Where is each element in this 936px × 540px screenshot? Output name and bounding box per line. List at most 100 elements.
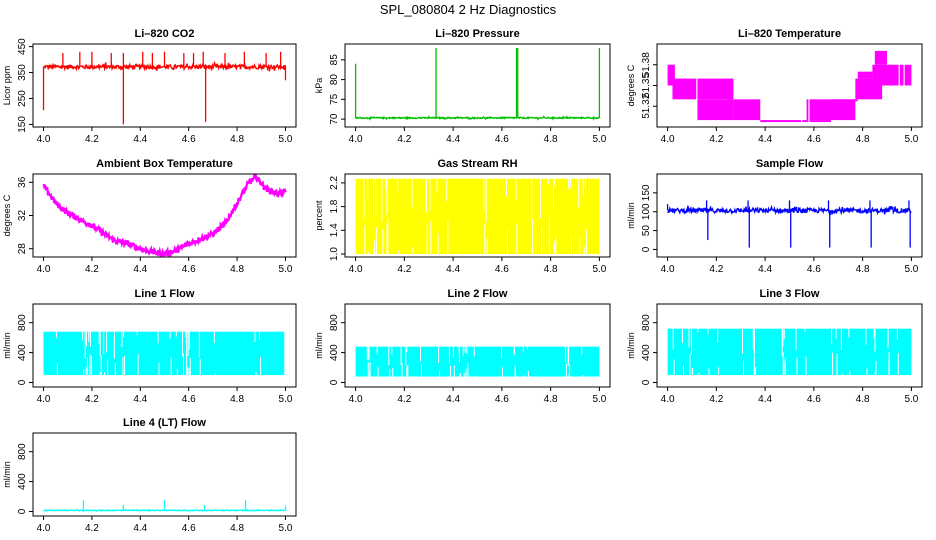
y-tick-label: 0 bbox=[641, 379, 652, 385]
y-tick-label: 400 bbox=[17, 473, 28, 490]
x-tick-label: 4.4 bbox=[758, 134, 772, 145]
x-tick-label: 4.6 bbox=[807, 394, 821, 405]
chart-panel: Line 1 Flow ml/min 4.0 4.2 4.4 4.6 4.8 5.0 0 400 8… bbox=[2, 288, 297, 405]
y-axis-label: ml/min bbox=[2, 332, 12, 359]
y-tick-label: 400 bbox=[329, 344, 340, 361]
x-tick-label: 5.0 bbox=[592, 394, 606, 405]
series-band bbox=[733, 99, 761, 121]
y-tick-label: 85 bbox=[329, 54, 340, 66]
x-tick-label: 4.4 bbox=[133, 394, 147, 405]
chart-panel: Ambient Box Temperature degrees C 4.0 4.2 4.… bbox=[2, 158, 297, 275]
x-tick-label: 5.0 bbox=[279, 264, 293, 275]
page-title: SPL_080804 2 Hz Diagnostics bbox=[379, 2, 557, 17]
x-tick-label: 4.6 bbox=[807, 264, 821, 275]
y-tick-label: 0 bbox=[329, 379, 340, 385]
plot-frame bbox=[656, 303, 923, 388]
x-tick-label: 5.0 bbox=[904, 134, 918, 145]
chart-panel: Sample Flow ml/min 4.0 4.2 4.4 4.6 4.8 5.0 0 50 10… bbox=[626, 158, 923, 275]
chart-title: Line 1 Flow bbox=[135, 288, 195, 300]
chart-panel: Li–820 Pressure kPa 4.0 4.2 4.4 4.6 4.8 5.0 70 75… bbox=[314, 28, 611, 145]
y-axis-label: ml/min bbox=[314, 332, 324, 359]
chart-panel: Li–820 CO2 Licor ppm 4.0 4.2 4.4 4.6 4.8 5.0 150… bbox=[2, 28, 297, 145]
x-tick-label: 4.6 bbox=[182, 264, 196, 275]
y-tick-label: 51.35 bbox=[641, 73, 652, 98]
y-tick-label: 80 bbox=[329, 74, 340, 86]
x-tick-label: 4.6 bbox=[182, 523, 196, 534]
y-tick-label: 800 bbox=[17, 443, 28, 460]
y-tick-label: 450 bbox=[17, 38, 28, 55]
plot-frame bbox=[32, 432, 297, 517]
x-tick-label: 4.6 bbox=[495, 394, 509, 405]
x-tick-label: 4.6 bbox=[495, 134, 509, 145]
chart-title: Li–820 CO2 bbox=[135, 28, 195, 40]
series-fill bbox=[43, 331, 285, 376]
series-band bbox=[857, 71, 873, 79]
x-tick-label: 4.4 bbox=[446, 264, 460, 275]
x-tick-label: 5.0 bbox=[279, 134, 293, 145]
y-tick-label: 800 bbox=[641, 314, 652, 331]
data-layer bbox=[42, 51, 287, 125]
chart-title: Line 3 Flow bbox=[760, 288, 820, 300]
y-tick-label: 0 bbox=[17, 508, 28, 514]
x-tick-label: 5.0 bbox=[279, 394, 293, 405]
x-tick-label: 4.0 bbox=[661, 264, 675, 275]
y-tick-label: 1.4 bbox=[329, 223, 340, 237]
x-tick-label: 4.0 bbox=[37, 264, 51, 275]
y-tick-label: 150 bbox=[17, 116, 28, 133]
y-tick-label: 0 bbox=[641, 246, 652, 252]
series-band bbox=[667, 64, 675, 86]
data-layer bbox=[43, 500, 287, 513]
series-band bbox=[874, 50, 888, 65]
series-band bbox=[806, 99, 856, 121]
y-tick-label: 1.8 bbox=[329, 199, 340, 213]
y-tick-label: 51.38 bbox=[641, 52, 652, 77]
data-layer bbox=[355, 344, 600, 379]
y-axis-label: degrees C bbox=[626, 64, 636, 106]
x-tick-label: 4.0 bbox=[661, 134, 675, 145]
x-tick-label: 4.8 bbox=[544, 134, 558, 145]
chart-title: Ambient Box Temperature bbox=[96, 158, 233, 170]
chart-title: Li–820 Pressure bbox=[435, 28, 519, 40]
y-axis-label: percent bbox=[314, 200, 324, 231]
x-tick-label: 4.6 bbox=[495, 264, 509, 275]
x-tick-label: 4.4 bbox=[446, 394, 460, 405]
chart-title: Line 4 (LT) Flow bbox=[123, 417, 206, 429]
y-tick-label: 400 bbox=[641, 344, 652, 361]
x-tick-label: 4.8 bbox=[544, 264, 558, 275]
x-tick-label: 5.0 bbox=[592, 264, 606, 275]
plot-frame bbox=[344, 303, 611, 388]
x-tick-label: 5.0 bbox=[279, 523, 293, 534]
chart-title: Gas Stream RH bbox=[437, 158, 517, 170]
y-tick-label: 0 bbox=[17, 379, 28, 385]
y-tick-label: 28 bbox=[17, 243, 28, 255]
x-tick-label: 4.8 bbox=[544, 394, 558, 405]
x-tick-label: 4.0 bbox=[37, 134, 51, 145]
y-tick-label: 32 bbox=[17, 210, 28, 222]
series-band bbox=[830, 99, 858, 102]
x-tick-label: 4.2 bbox=[397, 134, 411, 145]
y-axis-label: kPa bbox=[314, 78, 324, 94]
x-tick-label: 4.2 bbox=[85, 523, 99, 534]
series-band bbox=[672, 78, 734, 100]
x-tick-label: 4.0 bbox=[661, 394, 675, 405]
x-tick-label: 4.6 bbox=[182, 134, 196, 145]
series-band bbox=[760, 120, 831, 123]
chart-panel: Line 4 (LT) Flow ml/min 4.0 4.2 4.4 4.6 4.8 5.0… bbox=[2, 417, 297, 534]
x-tick-label: 4.0 bbox=[349, 264, 363, 275]
x-tick-label: 4.8 bbox=[856, 264, 870, 275]
chart-panel: Line 2 Flow ml/min 4.0 4.2 4.4 4.6 4.8 5.0 0 400 8… bbox=[314, 288, 611, 405]
series-line bbox=[42, 174, 287, 257]
x-tick-label: 4.2 bbox=[709, 394, 723, 405]
chart-panel: Line 3 Flow ml/min 4.0 4.2 4.4 4.6 4.8 5.0 0 400 8… bbox=[626, 288, 923, 405]
x-tick-label: 4.2 bbox=[709, 134, 723, 145]
x-tick-label: 4.0 bbox=[37, 394, 51, 405]
x-tick-label: 4.2 bbox=[709, 264, 723, 275]
y-tick-label: 51.32 bbox=[641, 93, 652, 118]
chart-panel: Li–820 Temperature degrees C 4.0 4.2 4.4 4.6 4… bbox=[626, 28, 923, 145]
y-tick-label: 1.0 bbox=[329, 247, 340, 261]
x-tick-label: 4.8 bbox=[230, 523, 244, 534]
x-tick-label: 4.2 bbox=[397, 394, 411, 405]
data-layer bbox=[667, 44, 912, 127]
x-tick-label: 4.8 bbox=[856, 134, 870, 145]
series-band bbox=[696, 99, 734, 121]
